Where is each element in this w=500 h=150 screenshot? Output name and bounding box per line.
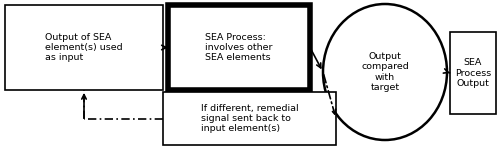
Ellipse shape [323,4,447,140]
Text: SEA
Process
Output: SEA Process Output [455,58,491,88]
Bar [450,32,496,114]
Bar [5,5,163,90]
Text: SEA Process:
involves other
SEA elements: SEA Process: involves other SEA elements [206,33,273,62]
Bar [163,92,336,145]
Text: Output of SEA
element(s) used
as input: Output of SEA element(s) used as input [45,33,123,62]
Bar [168,5,310,90]
Text: Output
compared
with
target: Output compared with target [361,52,409,92]
Text: If different, remedial
signal sent back to
input element(s): If different, remedial signal sent back … [200,104,298,133]
